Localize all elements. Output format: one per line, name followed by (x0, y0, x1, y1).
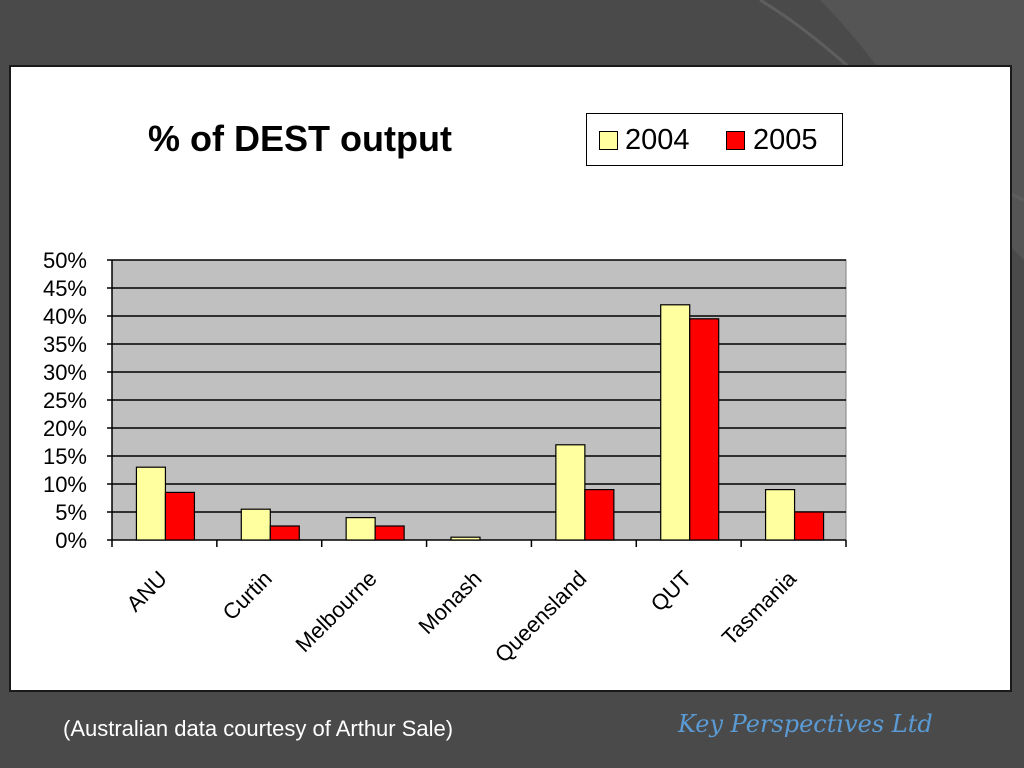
x-category-label: Tasmania (717, 565, 802, 650)
x-category-label: QUT (646, 566, 697, 617)
bar-2004-curtin (240, 508, 271, 541)
bar-2005-queensland (584, 489, 615, 541)
bar-2005-melbourne (374, 525, 405, 541)
chart-title: % of DEST output (148, 118, 452, 159)
bar-2004-queensland (555, 444, 586, 541)
data-credit-caption: (Australian data courtesy of Arthur Sale… (63, 716, 454, 741)
y-tick-label: 30% (43, 360, 87, 385)
y-tick-label: 15% (43, 444, 87, 469)
x-category-label: Queensland (490, 566, 592, 668)
x-category-label: Melbourne (290, 566, 381, 657)
y-tick-label: 50% (43, 248, 87, 273)
bar-2005-curtin (269, 525, 300, 541)
y-tick-label: 20% (43, 416, 87, 441)
bar-2005-qut (689, 318, 720, 541)
bar-2004-melbourne (345, 516, 376, 541)
y-tick-label: 5% (55, 500, 87, 525)
x-category-label: Monash (414, 566, 487, 639)
y-tick-label: 10% (43, 472, 87, 497)
y-tick-label: 45% (43, 276, 87, 301)
legend-swatch-2004 (599, 131, 618, 150)
y-tick-label: 40% (43, 304, 87, 329)
bar-2005-tasmania (793, 511, 825, 541)
bar-2005-anu (164, 491, 196, 541)
bar-2004-qut (660, 304, 691, 541)
legend-label-2004: 2004 (625, 124, 690, 156)
y-tick-label: 25% (43, 388, 87, 413)
x-category-label: ANU (121, 566, 172, 617)
bar-2004-monash (450, 536, 481, 541)
bar-2004-tasmania (764, 489, 796, 541)
chart-legend: 2004 2005 (586, 113, 843, 166)
brand-logo-text: Key Perspectives Ltd (678, 710, 933, 738)
x-category-label: Curtin (218, 566, 277, 625)
legend-swatch-2005 (726, 131, 745, 150)
y-tick-label: 0% (55, 528, 87, 553)
y-tick-label: 35% (43, 332, 87, 357)
bar-2004-anu (135, 466, 167, 541)
legend-label-2005: 2005 (753, 124, 818, 156)
